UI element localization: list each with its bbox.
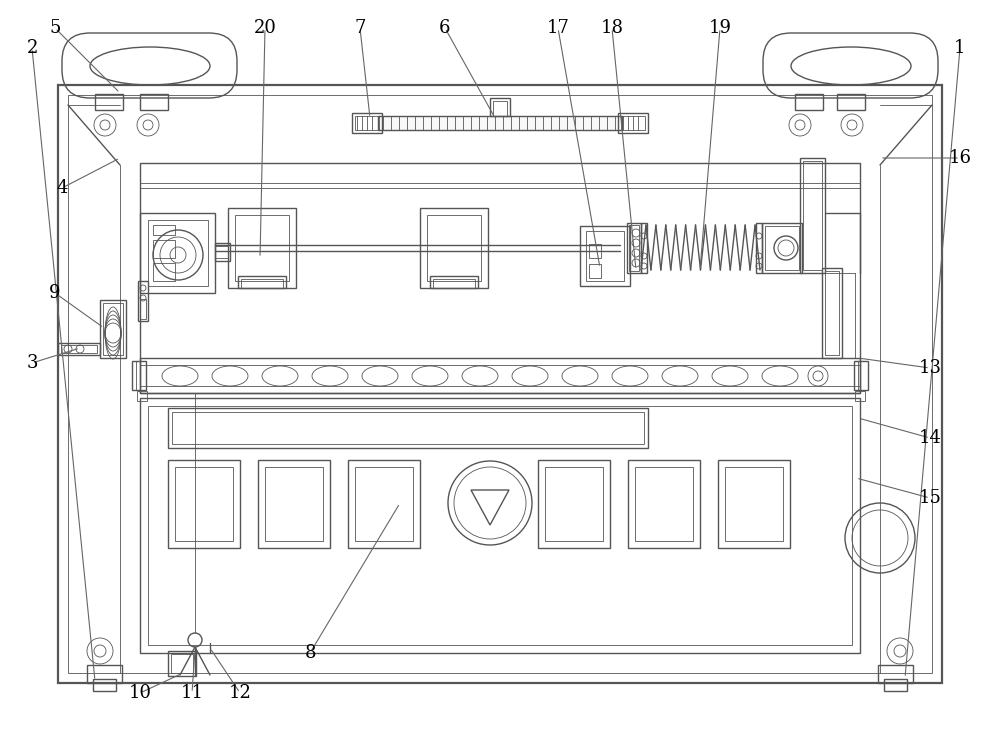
Bar (641, 223, 647, 273)
Bar (628, 460, 700, 548)
Bar (103, 303, 123, 355)
Bar (235, 215, 289, 281)
Bar (140, 398, 860, 653)
Text: 20: 20 (254, 19, 276, 37)
Bar (258, 460, 330, 548)
Text: 10: 10 (128, 684, 152, 702)
Bar (420, 208, 488, 288)
Bar (621, 116, 645, 130)
Bar (93, 679, 116, 691)
Bar (87, 665, 122, 683)
Bar (352, 113, 382, 133)
Bar (629, 225, 639, 271)
Text: 12: 12 (229, 684, 251, 702)
Bar (137, 391, 147, 401)
Bar (433, 279, 475, 288)
Bar (822, 268, 842, 358)
Bar (61, 345, 97, 353)
Bar (837, 94, 865, 110)
Bar (348, 460, 420, 548)
Bar (538, 460, 610, 548)
Text: 16: 16 (948, 149, 972, 167)
Bar (756, 223, 762, 273)
Bar (215, 243, 230, 261)
Bar (140, 163, 860, 393)
Bar (378, 116, 622, 130)
Bar (215, 246, 228, 258)
Bar (545, 467, 603, 541)
Bar (172, 412, 644, 444)
Bar (58, 343, 100, 355)
Bar (228, 208, 296, 288)
Text: 9: 9 (49, 284, 61, 302)
Bar (800, 158, 825, 273)
Bar (803, 161, 822, 270)
Bar (140, 299, 146, 319)
Text: 19: 19 (708, 19, 732, 37)
Bar (854, 361, 868, 390)
Bar (68, 95, 932, 673)
Bar (635, 467, 693, 541)
Bar (725, 467, 783, 541)
Bar (490, 98, 510, 116)
Bar (493, 101, 507, 116)
Bar (153, 263, 175, 281)
Bar (168, 408, 648, 448)
Bar (265, 467, 323, 541)
Bar (586, 231, 624, 281)
Bar (765, 226, 799, 270)
Bar (855, 391, 865, 401)
Bar (241, 279, 283, 288)
Text: 3: 3 (26, 354, 38, 372)
Bar (627, 223, 641, 273)
Bar (589, 264, 601, 278)
Bar (168, 651, 196, 676)
Bar (171, 654, 193, 673)
Bar (884, 679, 907, 691)
Bar (795, 94, 823, 110)
Bar (580, 226, 630, 286)
Bar (153, 240, 175, 258)
Text: 6: 6 (439, 19, 451, 37)
Bar (100, 300, 126, 358)
Text: 2: 2 (26, 39, 38, 57)
Bar (238, 276, 286, 288)
Bar (618, 113, 648, 133)
Bar (355, 116, 379, 130)
Bar (140, 94, 168, 110)
Bar (718, 460, 790, 548)
Text: 11: 11 (180, 684, 204, 702)
Bar (132, 361, 146, 390)
Bar (427, 215, 481, 281)
Text: 17: 17 (547, 19, 569, 37)
Text: 1: 1 (954, 39, 966, 57)
Text: 13: 13 (918, 359, 942, 377)
Bar (589, 244, 601, 258)
Bar (140, 358, 860, 393)
Bar (825, 271, 839, 355)
Bar (140, 213, 215, 293)
Bar (430, 276, 478, 288)
Text: 15: 15 (919, 489, 941, 507)
Bar (168, 460, 240, 548)
Bar (148, 220, 208, 286)
Bar (878, 665, 913, 683)
Bar (762, 223, 802, 273)
Text: 5: 5 (49, 19, 61, 37)
Text: 8: 8 (304, 644, 316, 662)
Text: 18: 18 (600, 19, 624, 37)
Bar (138, 281, 148, 321)
Bar (153, 225, 175, 235)
Bar (175, 467, 233, 541)
Text: 4: 4 (56, 179, 68, 197)
Text: 7: 7 (354, 19, 366, 37)
Bar (355, 467, 413, 541)
Text: 14: 14 (919, 429, 941, 447)
Bar (95, 94, 123, 110)
Bar (58, 85, 942, 683)
Bar (148, 406, 852, 645)
